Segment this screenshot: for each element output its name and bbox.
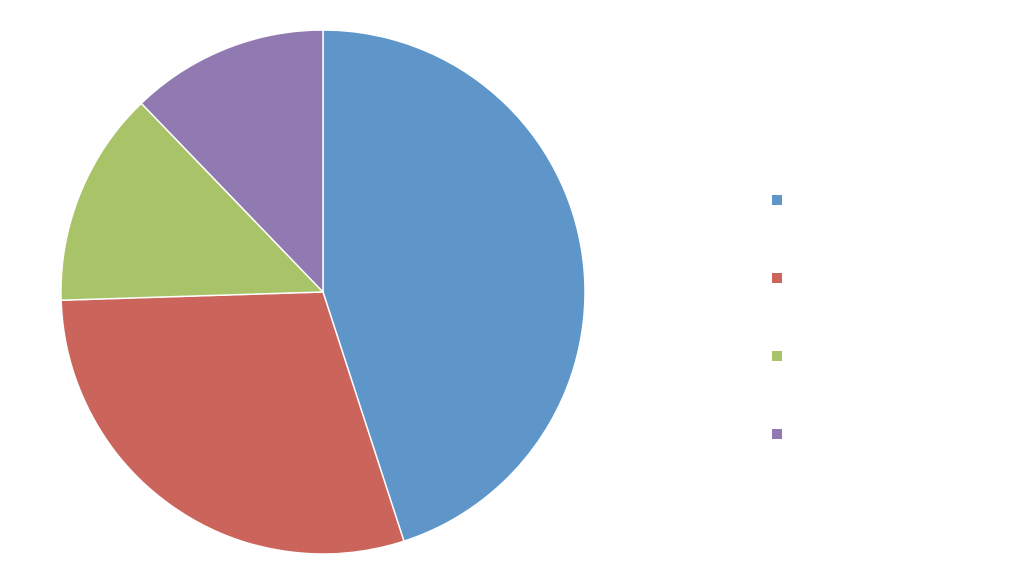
pie-slice-2 xyxy=(60,291,405,555)
legend-swatch-4 xyxy=(772,429,782,439)
pie-slice-3 xyxy=(60,102,324,301)
legend-swatch-1 xyxy=(772,195,782,205)
legend-swatch-2 xyxy=(772,273,782,283)
chart-legend xyxy=(772,194,972,506)
pie-slice-1 xyxy=(322,29,586,542)
legend-swatch-3 xyxy=(772,351,782,361)
legend-item-4 xyxy=(772,428,972,440)
pie-slice-4 xyxy=(140,29,324,293)
legend-item-1 xyxy=(772,194,972,206)
pie-chart xyxy=(60,29,586,555)
legend-item-3 xyxy=(772,350,972,362)
legend-item-2 xyxy=(772,272,972,284)
